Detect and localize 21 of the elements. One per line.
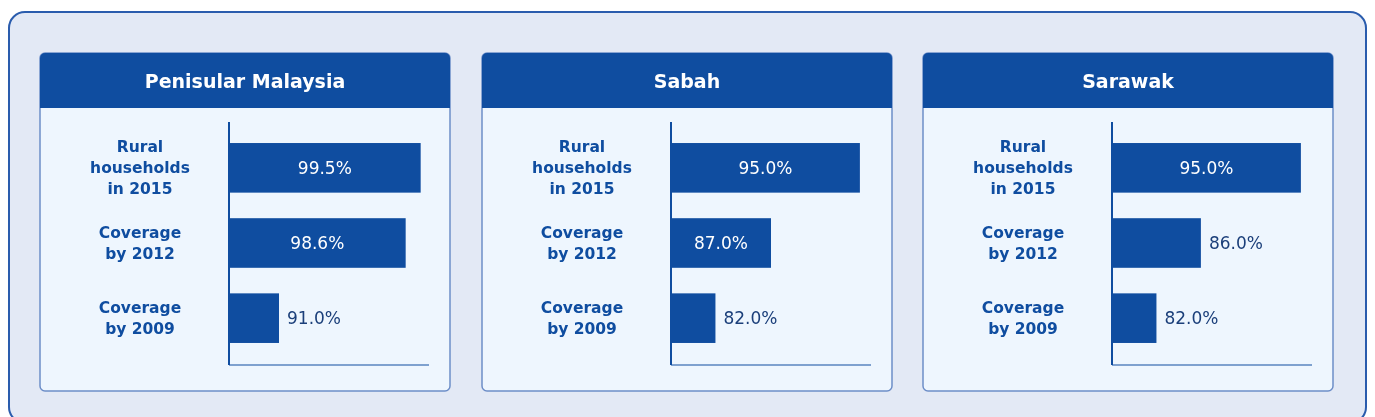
data-label: 86.0% bbox=[1208, 232, 1263, 253]
y-tick-label: Coverage by 2012 bbox=[540, 223, 624, 263]
y-tick-label: Rural households in 2015 bbox=[973, 138, 1073, 199]
y-tick-label: Coverage by 2012 bbox=[98, 223, 182, 263]
y-tick-label: Rural households in 2015 bbox=[90, 138, 190, 199]
data-label: 82.0% bbox=[1164, 308, 1219, 329]
data-label: 99.5% bbox=[297, 157, 352, 178]
y-tick-label: Coverage by 2009 bbox=[540, 299, 624, 339]
y-tick-label: Coverage by 2009 bbox=[981, 299, 1065, 339]
data-label: 82.0% bbox=[723, 308, 778, 329]
data-label: 95.0% bbox=[1179, 157, 1234, 178]
data-label: 87.0% bbox=[693, 232, 749, 253]
chart-title: Penisular Malaysia bbox=[144, 69, 346, 92]
data-label: 91.0% bbox=[287, 308, 342, 329]
data-label: 98.6% bbox=[290, 232, 345, 253]
chart-title: Sarawak bbox=[1082, 69, 1175, 92]
chart-title: Sabah bbox=[653, 69, 721, 92]
y-tick-label: Rural households in 2015 bbox=[532, 138, 632, 199]
data-label: 95.0% bbox=[738, 157, 793, 178]
y-tick-label: Coverage by 2012 bbox=[981, 223, 1065, 263]
y-tick-label: Coverage by 2009 bbox=[98, 299, 182, 339]
